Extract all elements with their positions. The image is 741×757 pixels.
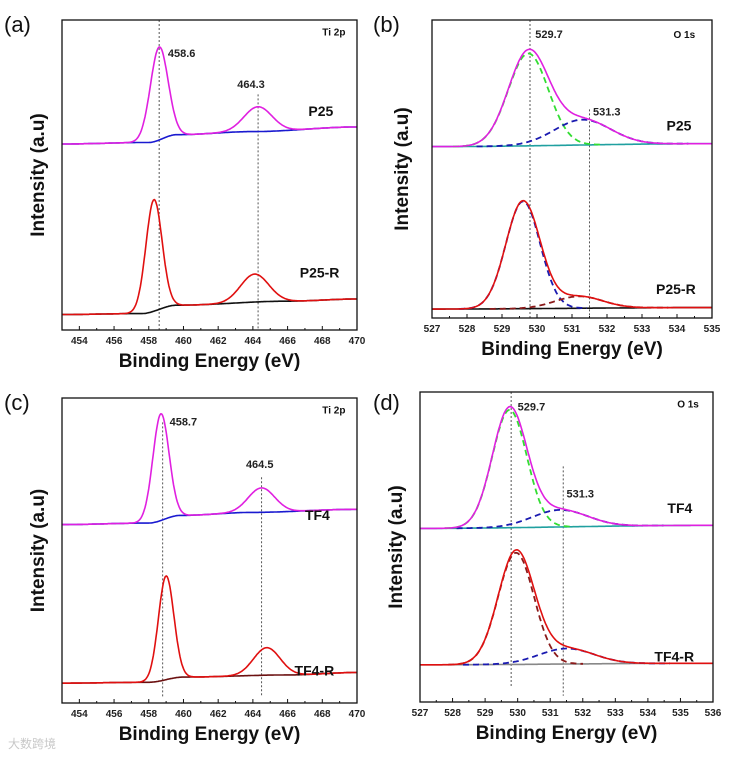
spectrum-curve <box>432 199 712 310</box>
fit-component-curve <box>463 647 670 666</box>
x-tick-label: 535 <box>672 708 689 719</box>
x-tick-label: 532 <box>599 324 616 335</box>
spectrum-curve <box>62 198 357 316</box>
panel-label: (b) <box>373 12 400 37</box>
core-level-label: O 1s <box>674 30 696 41</box>
spectrum-curve <box>420 548 714 666</box>
spectrum-curve <box>62 46 358 145</box>
x-tick-label: 533 <box>634 324 651 335</box>
x-tick-label: 532 <box>574 708 591 719</box>
x-tick-label: 534 <box>669 324 686 335</box>
x-axis-title: Binding Energy (eV) <box>476 723 658 744</box>
x-tick-label: 528 <box>444 708 461 719</box>
x-tick-label: 460 <box>175 336 192 347</box>
x-tick-label: 534 <box>640 708 657 719</box>
peak-position-label: 531.3 <box>567 488 595 500</box>
y-axis-title: Intensity (a.u) <box>28 113 49 237</box>
peak-position-label: 458.6 <box>168 48 196 60</box>
x-tick-label: 466 <box>279 336 296 347</box>
x-tick-label: 527 <box>424 324 441 335</box>
fit-component-curve <box>453 52 604 148</box>
chart-panel-b: P25 P25-R 527 528 529 530 531 532 533 534 535 Bindi… <box>373 12 721 360</box>
x-tick-label: 531 <box>542 708 559 719</box>
x-tick-label: 530 <box>529 324 546 335</box>
plot-frame <box>431 19 713 319</box>
peak-position-label: 529.7 <box>518 402 546 414</box>
chart-panel-c: TF4 TF4-R 454 456 458 460 462 464 466 468 470 Bindi… <box>4 390 366 745</box>
panel-label: (a) <box>4 12 31 37</box>
sample-label: P25 <box>667 117 692 133</box>
fit-component-curve <box>456 509 664 530</box>
x-tick-label: 454 <box>71 709 88 720</box>
y-axis-title: Intensity (a.u) <box>386 485 407 609</box>
panel-label: (c) <box>4 390 30 415</box>
peak-position-label: 529.7 <box>535 29 563 41</box>
peak-position-label: 464.3 <box>237 79 265 91</box>
x-tick-label: 529 <box>494 324 511 335</box>
x-tick-label: 535 <box>704 324 721 335</box>
y-axis-title: Intensity (a.u) <box>392 107 413 231</box>
x-tick-label: 458 <box>140 336 157 347</box>
x-tick-label: 464 <box>245 336 262 347</box>
sample-label: TF4 <box>305 507 330 523</box>
x-axis-title: Binding Energy (eV) <box>119 351 301 372</box>
x-tick-label: 531 <box>564 324 581 335</box>
panel-label: (d) <box>373 390 400 415</box>
y-axis-title: Intensity (a.u) <box>28 489 49 613</box>
spectrum-curve <box>62 575 357 684</box>
x-tick-label: 470 <box>349 709 366 720</box>
x-axis-title: Binding Energy (eV) <box>119 724 301 745</box>
sample-label: P25-R <box>656 281 696 297</box>
x-tick-label: 529 <box>477 708 494 719</box>
x-tick-label: 456 <box>106 709 123 720</box>
x-tick-label: 530 <box>509 708 526 719</box>
peak-position-label: 531.3 <box>593 106 621 118</box>
watermark: 大数跨境 <box>8 736 56 751</box>
core-level-label: Ti 2p <box>322 28 345 39</box>
x-tick-label: 464 <box>245 709 262 720</box>
x-tick-label: 462 <box>210 336 227 347</box>
sample-label: TF4-R <box>295 663 335 679</box>
x-tick-label: 536 <box>705 708 722 719</box>
x-tick-label: 527 <box>412 708 429 719</box>
plot-frame <box>61 19 358 331</box>
sample-label: P25-R <box>300 264 340 280</box>
x-tick-label: 533 <box>607 708 624 719</box>
x-tick-label: 462 <box>210 709 227 720</box>
sample-label: P25 <box>308 103 333 119</box>
fit-component-curve <box>459 200 587 310</box>
x-tick-label: 528 <box>459 324 476 335</box>
x-tick-label: 470 <box>349 336 366 347</box>
spectrum-curve <box>62 413 357 526</box>
x-tick-label: 468 <box>314 709 331 720</box>
core-level-label: O 1s <box>677 400 699 411</box>
x-tick-label: 460 <box>175 709 192 720</box>
fit-component-curve <box>476 118 689 148</box>
plot-frame <box>61 397 358 704</box>
core-level-label: Ti 2p <box>322 405 345 416</box>
x-tick-label: 468 <box>314 336 331 347</box>
background-line <box>62 298 357 316</box>
peak-position-label: 464.5 <box>246 459 274 471</box>
sample-label: TF4-R <box>654 649 694 665</box>
x-tick-label: 458 <box>140 709 157 720</box>
chart-panel-d: TF4 TF4-R 527 528 529 530 531 532 533 534 535 536 Bi… <box>373 390 722 744</box>
x-tick-label: 466 <box>279 709 296 720</box>
x-tick-label: 456 <box>106 336 123 347</box>
x-tick-label: 454 <box>71 336 88 347</box>
sample-label: TF4 <box>667 500 692 516</box>
chart-panel-a: P25 P25-R 454 456 458 460 462 464 466 468 470 Bindi… <box>4 12 366 372</box>
x-axis-title: Binding Energy (eV) <box>481 339 663 360</box>
peak-position-label: 458.7 <box>170 416 198 428</box>
spectrum-curve <box>432 48 712 148</box>
spectrum-curve <box>420 405 713 530</box>
